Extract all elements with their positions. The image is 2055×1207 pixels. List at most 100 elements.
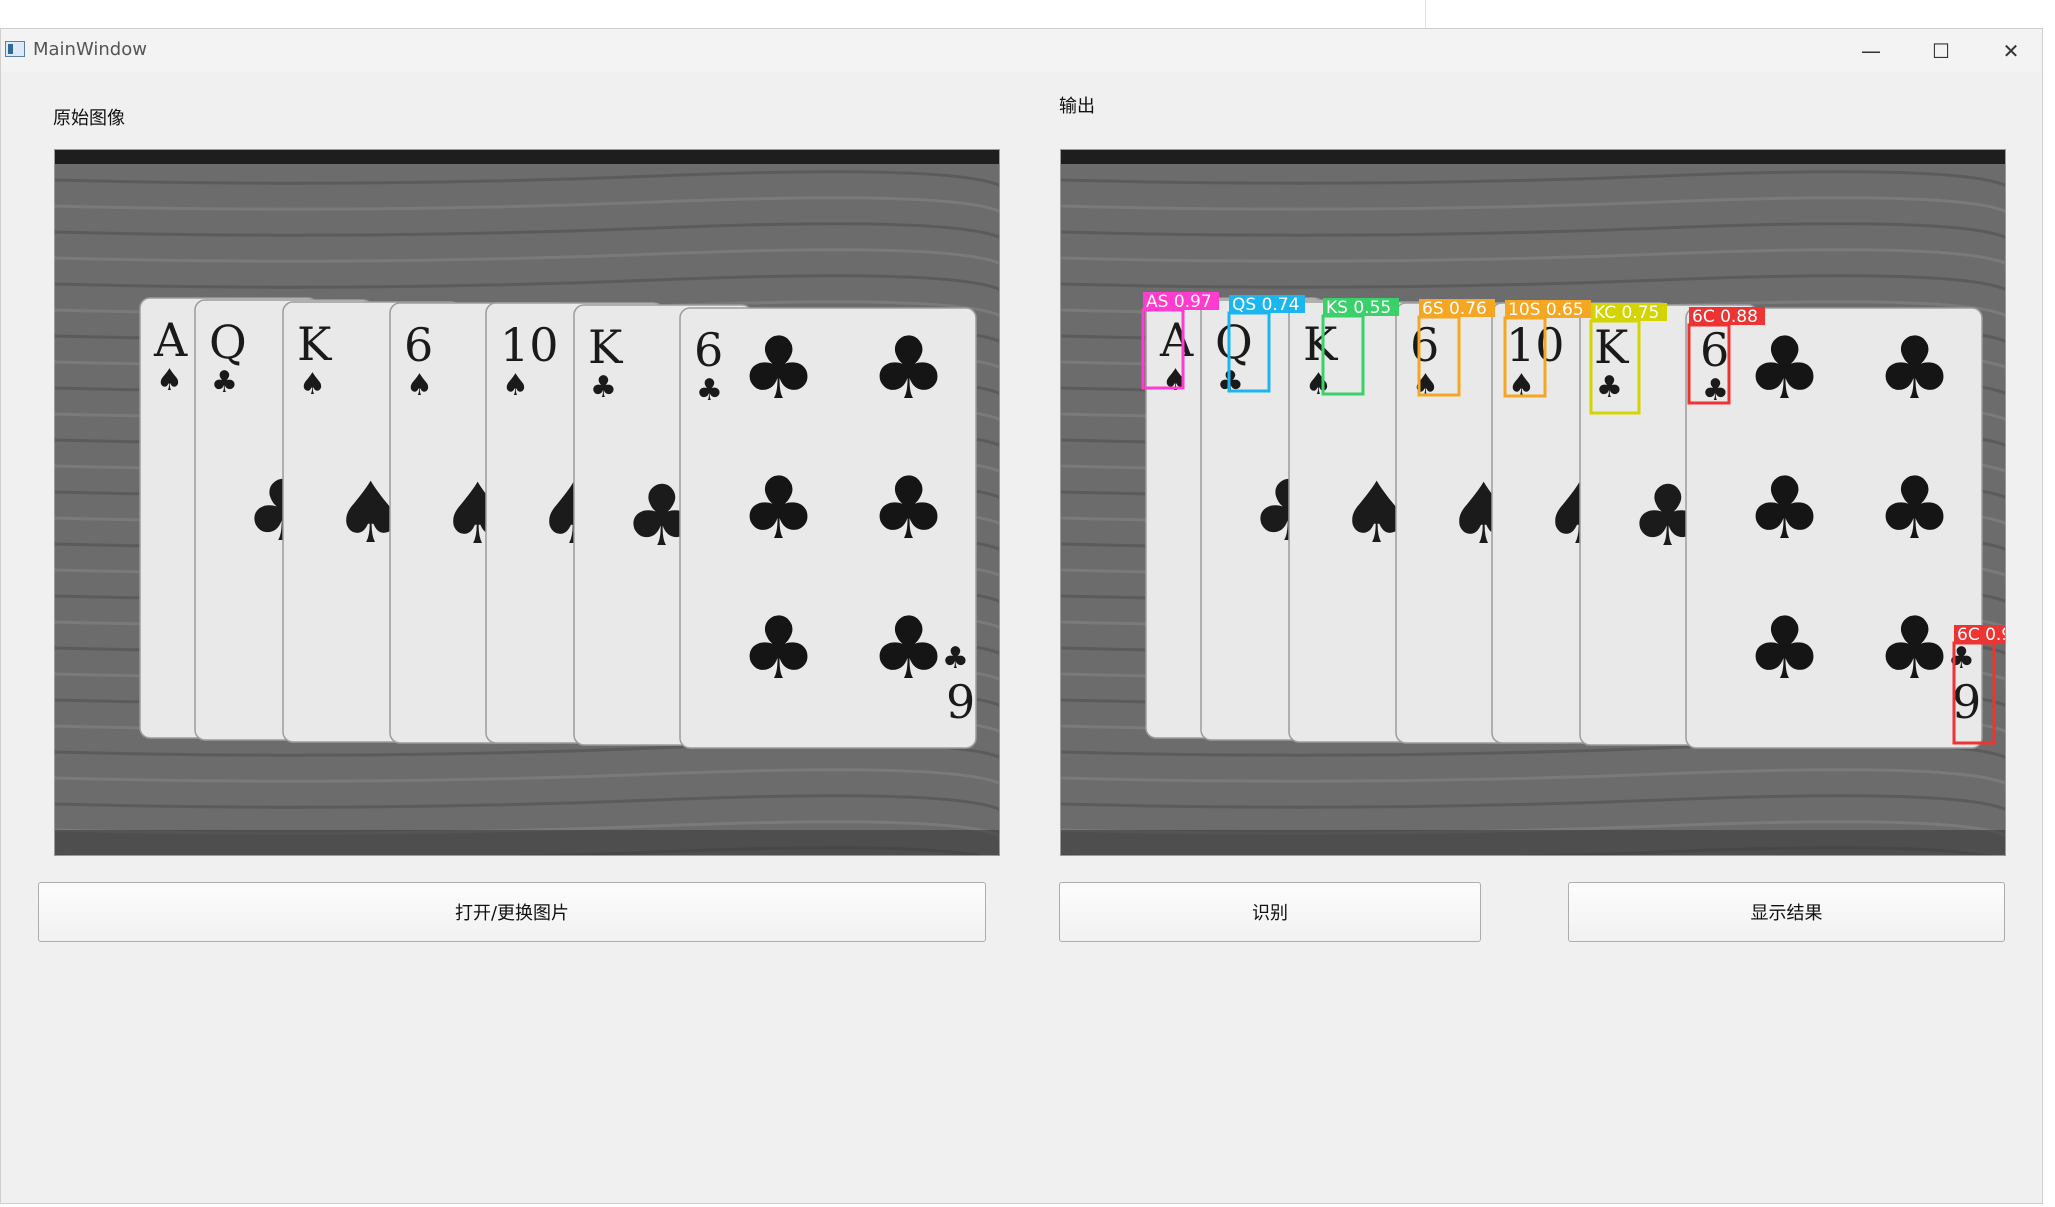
left-club-pip: ♣ <box>740 599 817 699</box>
detection-label-bg <box>1505 300 1591 318</box>
right-wood-grain <box>1061 196 2005 213</box>
right-card-rank: Q <box>1215 315 1253 369</box>
right-card-rank: 6 <box>1700 323 1729 377</box>
right-card-rank: 6 <box>1410 318 1439 372</box>
detection-label: 6C 0.88 <box>1692 307 1758 327</box>
left-wood-grain <box>55 768 999 785</box>
detection-box: 6C 0.9 <box>1952 625 2006 745</box>
left-club-pip: ♣ <box>740 319 817 419</box>
right-bottom-edge <box>1061 830 2005 855</box>
detection-label: AS 0.97 <box>1146 292 1212 312</box>
left-card-rank: Q <box>209 315 247 369</box>
left-card-suit: ♠ <box>406 368 433 403</box>
detection-label: 10S 0.65 <box>1508 300 1584 320</box>
left-club-pip: ♣ <box>870 599 947 699</box>
detection-label-bg <box>1323 298 1399 316</box>
left-wood-grain <box>55 248 999 265</box>
detection-label-bg <box>1143 292 1219 310</box>
show-result-button[interactable]: 显示结果 <box>1568 882 2005 942</box>
left-wood-grain <box>55 274 999 291</box>
left-card-rank: 6 <box>404 318 433 372</box>
left-card-suit: ♣ <box>590 370 617 405</box>
app-icon <box>5 41 25 57</box>
left-card-rank: K <box>588 320 624 374</box>
left-club-pip: ♣ <box>740 459 817 559</box>
left-card-suit: ♠ <box>299 367 326 402</box>
left-card-corner-rank: 9 <box>946 675 975 729</box>
left-card-rank: A <box>153 313 188 367</box>
title-bar[interactable]: MainWindow — ☐ ✕ <box>1 29 2042 72</box>
main-window: MainWindow — ☐ ✕ 原始图像 输出 A♠♠Q♣♣K♠♠6♠♠10♠… <box>0 28 2043 1204</box>
detection-label-bg <box>1689 307 1765 325</box>
right-card-rank: K <box>1303 317 1339 371</box>
left-card-suit: ♠ <box>156 363 183 398</box>
right-card: 6♣ ♣ ♣♣ ♣♣ ♣9♣ <box>1685 307 1983 749</box>
left-wood-grain <box>55 794 999 811</box>
left-wood-grain <box>55 170 999 187</box>
left-card-suit: ♠ <box>502 368 529 403</box>
detection-box: 6S 0.76 <box>1417 299 1495 397</box>
right-wood-grain <box>1061 768 2005 785</box>
left-bottom-edge <box>55 830 999 855</box>
detection-box: AS 0.97 <box>1141 292 1219 390</box>
right-card-suit: ♠ <box>1305 367 1332 402</box>
original-image: A♠♠Q♣♣K♠♠6♠♠10♠♠K♣♣6♣♣♣♣♣♣♣9♣ <box>55 150 999 855</box>
detection-label-bg <box>1419 299 1495 317</box>
right-card-rank: K <box>1594 320 1630 374</box>
left-card-corner-suit: ♣ <box>942 641 969 676</box>
maximize-button[interactable]: ☐ <box>1932 38 1950 63</box>
left-card-suit: ♣ <box>696 373 723 408</box>
left-wood-grain <box>55 222 999 239</box>
window-title: MainWindow <box>33 39 147 60</box>
desktop-divider <box>1425 0 1426 28</box>
left-club-pip: ♣ <box>870 319 947 419</box>
right-card-rank: 10 <box>1506 318 1565 372</box>
right-wood-grain <box>1061 274 2005 291</box>
close-button[interactable]: ✕ <box>2002 38 2020 63</box>
desktop-background <box>0 0 2055 28</box>
right-wood-grain <box>1061 794 2005 811</box>
detection-box: KS 0.55 <box>1321 298 1399 396</box>
original-image-view: A♠♠Q♣♣K♠♠6♠♠10♠♠K♣♣6♣♣♣♣♣♣♣9♣ <box>54 149 1000 856</box>
detection-box: KC 0.75 <box>1589 303 1667 415</box>
right-club-pip: ♣ <box>1746 319 1823 419</box>
detection-label: KS 0.55 <box>1326 298 1391 318</box>
right-card-suit: ♣ <box>1596 370 1623 405</box>
right-club-pip: ♣ <box>1746 459 1823 559</box>
detection-label-bg <box>1591 303 1667 321</box>
detection-label-bg <box>1954 625 2005 643</box>
left-card-rank: 10 <box>500 318 559 372</box>
right-club-pip: ♣ <box>1876 599 1953 699</box>
detection-label-bg <box>1229 295 1305 313</box>
right-top-shadow <box>1061 150 2005 164</box>
left-top-shadow <box>55 150 999 164</box>
right-wood-grain <box>1061 248 2005 265</box>
output-label: 输出 <box>1059 96 1095 117</box>
detection-box: 10S 0.65 <box>1503 300 1591 398</box>
detection-label: KC 0.75 <box>1594 303 1659 323</box>
right-card-suit: ♠ <box>1412 368 1439 403</box>
recognize-button[interactable]: 识别 <box>1059 882 1481 942</box>
minimize-button[interactable]: — <box>1861 38 1881 63</box>
right-card-suit: ♠ <box>1162 363 1189 398</box>
right-card-face <box>1685 307 1983 749</box>
right-wood-grain <box>1061 222 2005 239</box>
left-card-rank: 6 <box>694 323 723 377</box>
left-card-suit: ♣ <box>211 365 238 400</box>
detection-label: 6C 0.9 <box>1957 625 2006 645</box>
right-card-corner-suit: ♣ <box>1948 641 1975 676</box>
right-wood-grain <box>1061 170 2005 187</box>
right-card-suit: ♠ <box>1508 368 1535 403</box>
right-card-corner-rank: 9 <box>1952 675 1981 729</box>
left-card: 6♣ ♣ ♣♣ ♣♣ ♣9♣ <box>679 307 977 749</box>
detection-box: QS 0.74 <box>1227 295 1305 393</box>
left-card-face <box>679 307 977 749</box>
right-club-pip: ♣ <box>1746 599 1823 699</box>
left-card-rank: K <box>297 317 333 371</box>
left-wood-grain <box>55 196 999 213</box>
right-card-rank: A <box>1159 313 1194 367</box>
open-image-button[interactable]: 打开/更换图片 <box>38 882 986 942</box>
original-image-label: 原始图像 <box>53 108 125 129</box>
